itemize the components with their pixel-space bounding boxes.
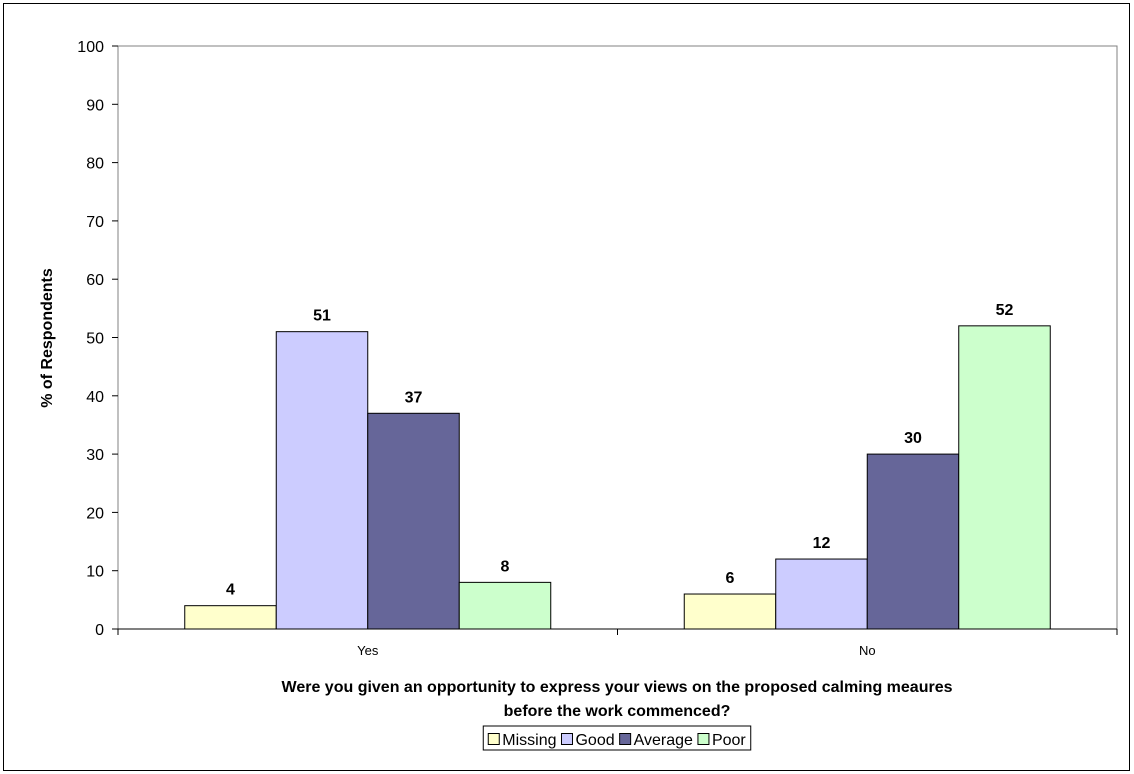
y-tick-label: 40 <box>86 389 104 406</box>
x-axis-title-line-2: before the work commenced? <box>504 703 731 720</box>
data-label: 4 <box>226 582 235 599</box>
bar-good-no <box>775 558 868 630</box>
y-tick-label: 0 <box>95 622 104 639</box>
legend: Missing Good Average Poor <box>482 725 752 751</box>
y-tick-label: 50 <box>86 331 104 348</box>
bar-good-yes <box>275 331 369 630</box>
bar-poor-yes <box>458 581 552 630</box>
legend-swatch-missing <box>487 733 500 745</box>
legend-label: Missing <box>502 732 556 749</box>
x-axis-title-line-1: Were you given an opportunity to express… <box>282 679 953 696</box>
bar-average-no <box>866 453 960 630</box>
bar-missing-no <box>683 593 777 630</box>
data-label: 6 <box>726 570 735 587</box>
data-label: 51 <box>313 308 331 325</box>
y-tick-label: 10 <box>86 564 104 581</box>
chart-frame <box>3 3 1130 771</box>
plot-area: 0 10 20 30 40 50 60 70 80 90 100 4 51 37 8 6 12 30 52 Yes No <box>77 39 1118 658</box>
data-label: 37 <box>405 389 423 406</box>
y-tick-label: 30 <box>86 447 104 464</box>
legend-label: Good <box>575 732 614 749</box>
y-tick-label: 70 <box>86 214 104 231</box>
x-category-label: Yes <box>357 643 379 658</box>
data-label: 12 <box>813 535 831 552</box>
y-tick-label: 90 <box>86 97 104 114</box>
bar-poor-no <box>958 325 1051 630</box>
legend-swatch-good <box>560 733 573 745</box>
bar-missing-yes <box>184 605 277 630</box>
legend-swatch-average <box>619 733 632 745</box>
data-label: 52 <box>996 302 1014 319</box>
legend-label: Poor <box>712 732 746 749</box>
data-label: 30 <box>904 430 922 447</box>
y-tick-label: 100 <box>77 39 104 56</box>
x-category-label: No <box>859 643 876 658</box>
y-axis-title: % of Respondents <box>39 268 56 408</box>
legend-label: Average <box>634 732 693 749</box>
data-label: 8 <box>501 558 510 575</box>
bar-average-yes <box>367 412 460 630</box>
y-tick-label: 20 <box>86 505 104 522</box>
legend-swatch-poor <box>697 733 710 745</box>
y-tick-label: 60 <box>86 272 104 289</box>
y-tick-label: 80 <box>86 156 104 173</box>
